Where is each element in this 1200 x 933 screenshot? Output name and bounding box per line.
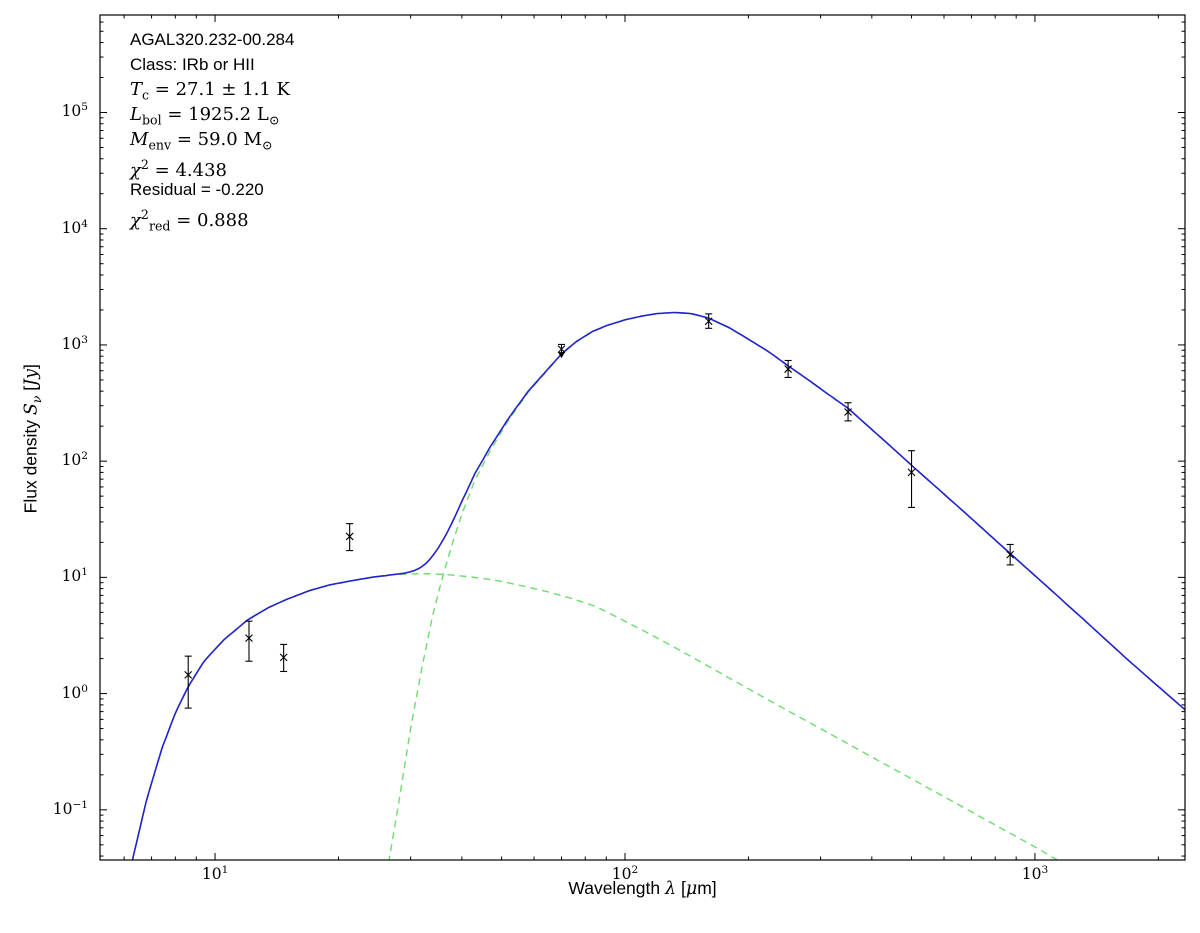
text-segment: λ (664, 879, 677, 899)
upper-limit-arrow (557, 352, 565, 359)
data-point (279, 643, 288, 673)
y-axis-label: Flux density Sν [Jy] (20, 289, 44, 589)
data-point (784, 359, 793, 379)
text-segment: ] (20, 364, 41, 370)
annotation-line-6: χ2 = 4.438 (130, 152, 294, 181)
annotation-line-1: AGAL320.232-00.284 (130, 27, 294, 52)
curves-layer (131, 311, 1185, 860)
annotation-line-8: χ2red = 0.888 (130, 202, 294, 234)
y-tick-label: 10−1 (52, 798, 88, 818)
text-segment: [ (20, 385, 41, 396)
annotation-line-7: Residual = -0.220 (130, 177, 294, 202)
y-tick-label: 100 (61, 682, 88, 702)
text-segment: Jy (21, 369, 42, 386)
y-tick-label: 101 (61, 566, 88, 586)
text-segment: ⊙ (268, 112, 280, 128)
y-tick-label: 104 (61, 217, 88, 237)
x-axis-label: Wavelength λ [μm] (100, 878, 1185, 899)
x-tick-label: 102 (611, 864, 639, 884)
text-segment: c (142, 87, 150, 103)
text-segment: env (148, 137, 172, 153)
text-segment: = 59.0 M (171, 129, 262, 150)
text-segment: ⊙ (261, 137, 273, 153)
text-segment: = 27.1 ± 1.1 K (149, 79, 291, 100)
total-model-curve (131, 311, 1185, 860)
y-tick-label: 103 (61, 333, 88, 354)
data-point (844, 402, 852, 422)
annotation-line-3: Tc = 27.1 ± 1.1 K (130, 77, 294, 103)
data-point (1006, 543, 1015, 566)
text-segment: [ (676, 878, 686, 898)
axes-frame (99, 14, 1186, 861)
text-segment: Class: IRb or HII (130, 55, 255, 74)
text-segment: = 0.888 (170, 210, 249, 231)
text-segment: S (21, 403, 42, 416)
data-point (184, 655, 193, 709)
text-segment: L (130, 104, 142, 125)
text-segment: = 4.438 (148, 160, 227, 181)
x-tick-label: 101 (201, 864, 229, 884)
text-segment: Flux density (20, 415, 41, 514)
data-point (907, 450, 916, 508)
annotation-block: AGAL320.232-00.284 Class: IRb or HII Tc = … (130, 27, 294, 234)
text-segment: μ (685, 879, 698, 899)
annotation-line-5: Menv = 59.0 M⊙ (130, 127, 294, 153)
text-segment: m] (697, 878, 717, 898)
text-segment: Residual = -0.220 (130, 180, 264, 199)
text-segment: AGAL320.232-00.284 (130, 30, 295, 49)
data-point (704, 313, 713, 329)
data-point (245, 620, 253, 662)
y-tick-label: 105 (61, 101, 88, 121)
text-segment: 2 (140, 157, 149, 172)
text-segment: ν (29, 395, 44, 404)
data-point (345, 523, 354, 552)
text-segment: bol (141, 112, 162, 128)
x-tick-label: 103 (1021, 864, 1049, 884)
text-segment: M (130, 129, 149, 150)
text-segment: 2 (140, 207, 149, 222)
data-point (557, 343, 566, 359)
text-segment: χ (130, 160, 141, 181)
text-segment: T (130, 79, 143, 100)
text-segment: red (148, 218, 171, 234)
annotation-line-2: Class: IRb or HII (130, 52, 294, 77)
annotation-line-4: Lbol = 1925.2 L⊙ (130, 102, 294, 128)
text-segment: χ (130, 210, 141, 231)
text-segment: = 1925.2 L (161, 104, 269, 125)
data-points-layer (184, 313, 1015, 709)
text-segment: Wavelength (568, 878, 665, 898)
y-tick-label: 102 (61, 450, 88, 470)
